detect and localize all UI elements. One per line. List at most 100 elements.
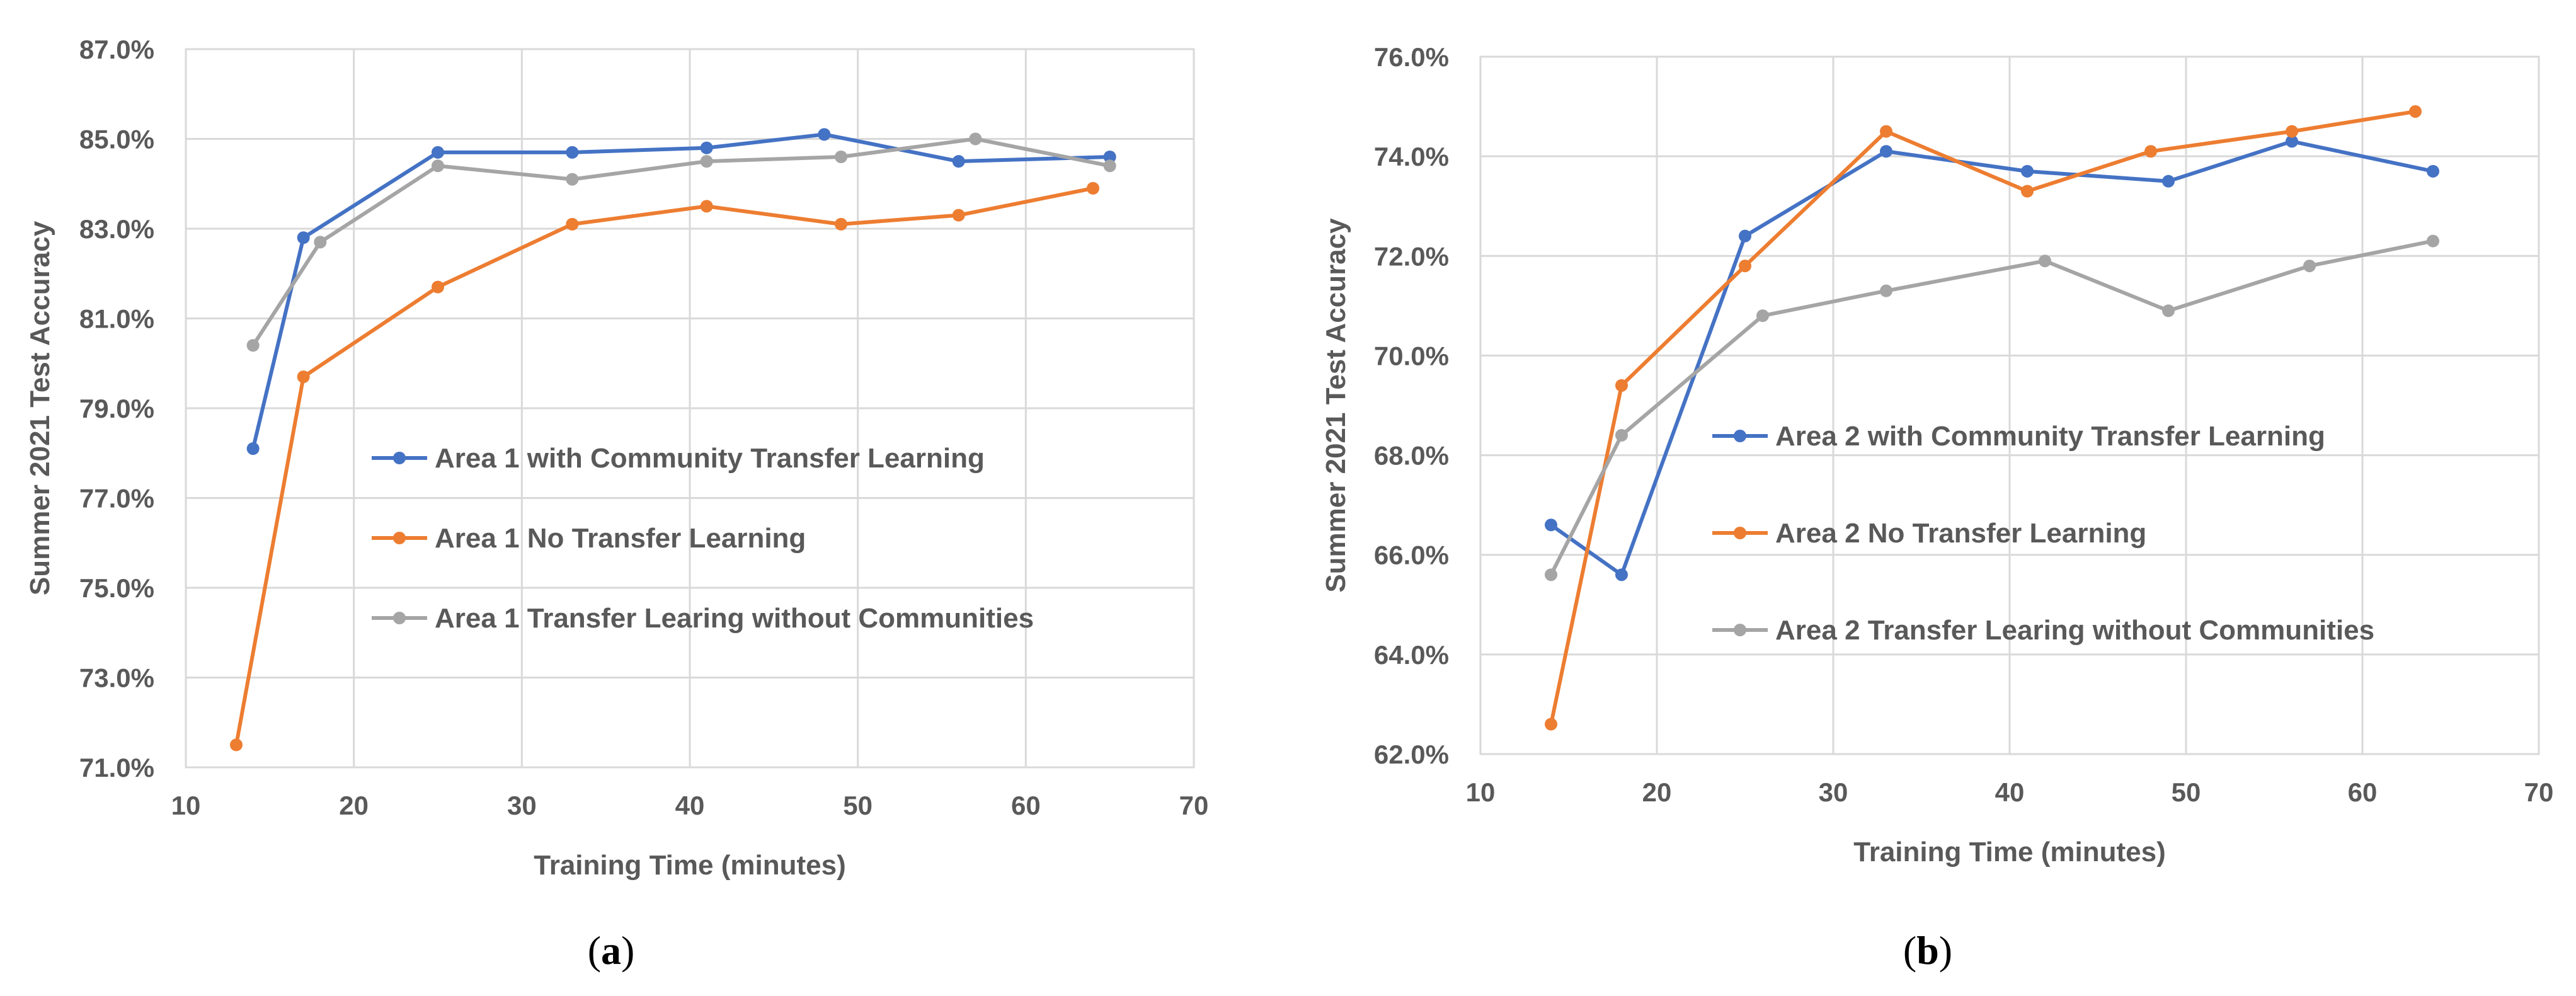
y-tick-label: 72.0% [1374,241,1449,271]
data-point [2039,255,2051,268]
legend-label: Area 2 with Community Transfer Learning [1775,421,2325,452]
chart-panel-a: 71.0% 73.0% 75.0% 77.0% 79.0% 81.0% 83.0% 85.0%… [25,35,1208,973]
data-point [2409,105,2422,118]
legend-marker [1734,527,1746,539]
data-point [835,217,847,231]
data-point [952,155,965,168]
data-point [1615,568,1628,581]
data-point [432,146,444,159]
y-tick-label: 62.0% [1374,740,1449,769]
data-point [2162,175,2175,188]
plot-frame [185,48,1195,769]
data-point [2021,185,2034,198]
y-tick-label: 68.0% [1374,441,1449,471]
series-line [1549,139,2435,577]
data-point [1087,181,1099,195]
data-point [230,738,243,752]
legend-label: Area 2 No Transfer Learning [1775,518,2146,549]
data-point [246,442,260,455]
data-point [566,146,579,159]
y-tick-label: 74.0% [1374,142,1449,171]
legend-label: Area 1 Transfer Learing without Communit… [435,603,1034,634]
data-point [835,151,847,163]
caption-paren-close: ) [621,928,634,973]
data-point [2427,164,2439,178]
caption-letter: a [601,928,621,973]
series-line [251,132,1112,451]
panel-caption: (a) [588,928,635,973]
data-point [2286,125,2298,138]
legend-label: Area 2 Transfer Learing without Communit… [1775,615,2374,646]
data-point [1615,428,1628,442]
panel-caption: (b) [1903,928,1952,973]
data-point [432,159,444,173]
data-point [1103,159,1116,173]
y-axis-label: Summer 2021 Test Accuracy [1320,218,1351,593]
data-point [700,155,713,168]
legend-marker [393,452,406,464]
data-point [952,209,965,222]
x-axis-label: Training Time (minutes) [534,850,845,881]
legend-label: Area 1 No Transfer Learning [435,523,806,554]
data-point [432,280,444,294]
x-tick-label: 70 [2524,777,2554,807]
caption-letter: b [1916,928,1939,973]
x-tick-label: 60 [2348,777,2378,807]
plot-frame [1479,55,2540,755]
series-line [251,137,1112,348]
x-tick-label: 50 [843,791,873,820]
x-tick-label: 40 [1995,777,2025,807]
caption-paren-open: ( [1903,928,1916,973]
legend-marker [393,612,406,624]
data-point [566,173,579,186]
legend-label: Area 1 with Community Transfer Learning [435,443,985,474]
data-point [2427,234,2439,248]
x-tick-label: 30 [507,791,537,820]
data-point [1615,379,1628,392]
x-tick-label: 70 [1179,791,1209,820]
x-tick-label: 10 [1466,777,1496,807]
y-tick-label: 75.0% [79,573,154,603]
data-point [1739,260,1751,273]
data-point [700,141,713,154]
x-tick-label: 60 [1011,791,1041,820]
data-point [1545,568,1557,581]
y-tick-label: 79.0% [79,394,154,423]
legend-marker [1734,430,1746,442]
x-tick-label: 30 [1819,777,1848,807]
data-point [2303,260,2316,273]
data-point [566,217,579,231]
series-line [1549,239,2435,577]
y-tick-label: 77.0% [79,484,154,513]
data-point [1545,718,1557,731]
data-point [1880,145,1892,158]
legend-marker [1734,624,1746,636]
data-point [2144,145,2157,158]
series-line [234,186,1095,747]
x-tick-label: 40 [675,791,705,820]
data-point [297,231,310,244]
data-point [297,370,310,384]
caption-paren-open: ( [588,928,601,973]
data-point [1103,151,1116,163]
x-tick-label: 10 [171,791,201,820]
data-point [818,128,831,141]
y-axis-label: Summer 2021 Test Accuracy [25,220,55,595]
y-tick-label: 70.0% [1374,341,1449,370]
x-tick-label: 20 [1642,777,1672,807]
data-point [314,236,327,249]
data-point [700,200,713,213]
y-tick-label: 83.0% [79,214,154,244]
y-tick-label: 85.0% [79,125,154,154]
data-point [969,132,982,146]
data-point [1880,284,1892,297]
data-point [1739,229,1751,243]
chart-panel-b: 62.0% 64.0% 66.0% 68.0% 70.0% 72.0% 74.0% 76.0%… [1320,42,2553,973]
data-point [246,339,260,352]
data-point [2286,135,2298,148]
x-tick-label: 50 [2172,777,2201,807]
x-axis-label: Training Time (minutes) [1853,837,2165,867]
data-point [2162,304,2175,318]
data-point [1756,309,1769,323]
